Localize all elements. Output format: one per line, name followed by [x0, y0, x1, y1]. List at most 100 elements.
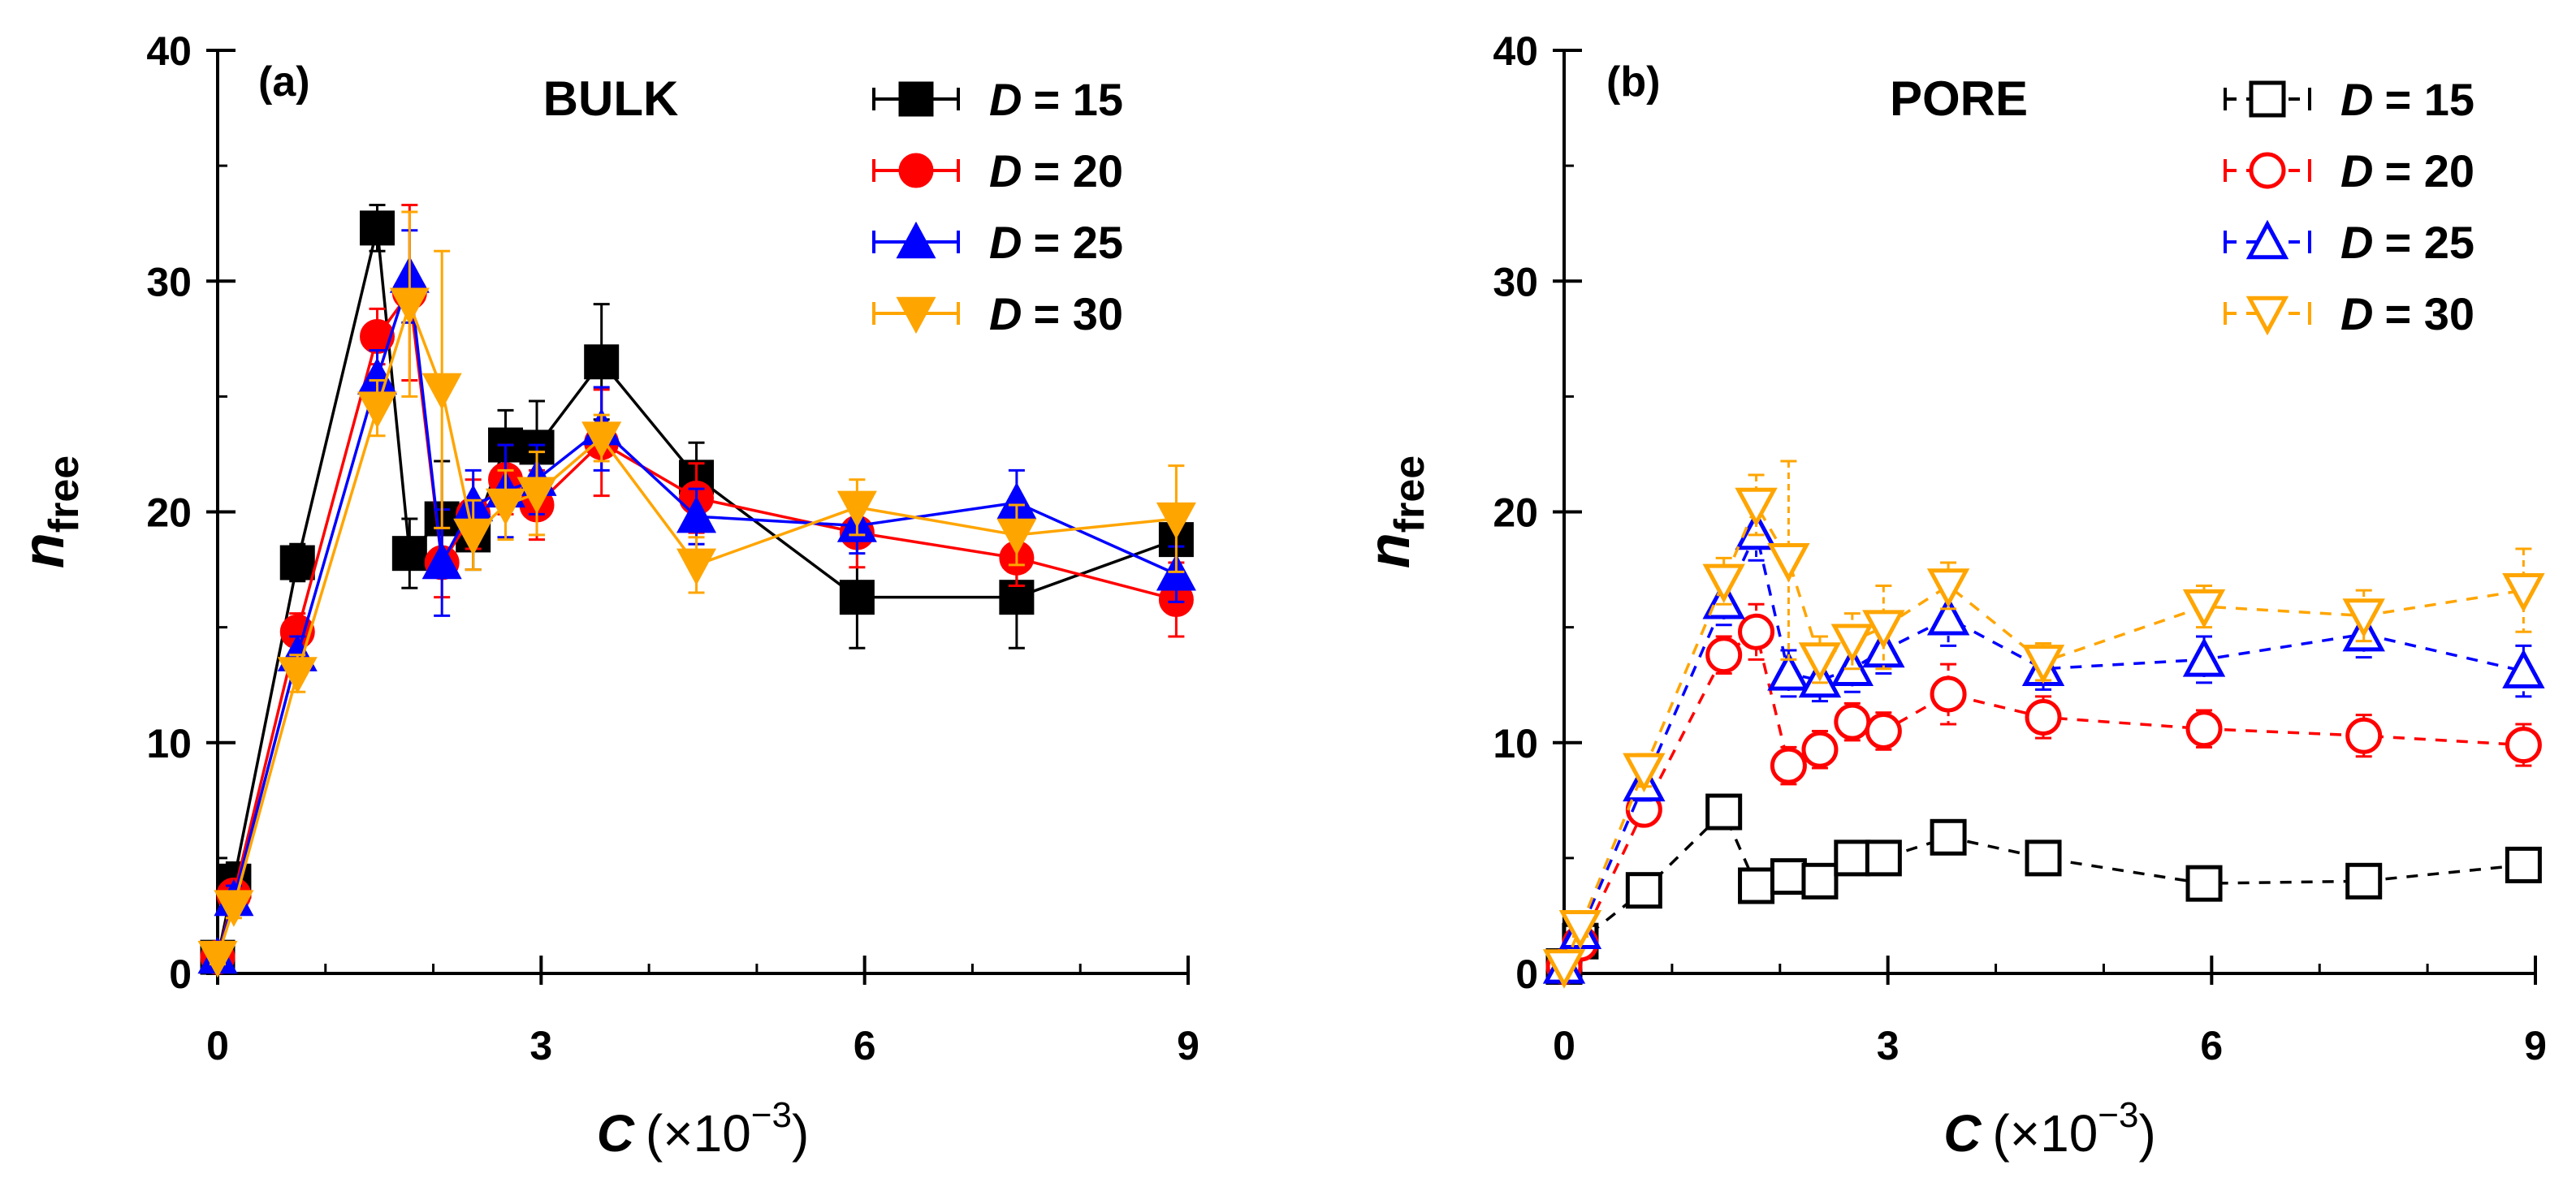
data-point [1558, 909, 1602, 950]
data-point [581, 421, 622, 459]
legend-label-var: D [989, 145, 1022, 196]
data-point [421, 542, 462, 580]
data-point [2345, 862, 2383, 900]
data-point [1926, 595, 1970, 636]
data-point [1926, 568, 1970, 608]
data-point [1735, 487, 1778, 528]
data-point [2345, 717, 2383, 754]
error-bar [1940, 662, 1957, 726]
data-point [360, 318, 395, 354]
legend-marker [2249, 152, 2286, 189]
panel-label: (b) [1606, 58, 1660, 106]
data-point [836, 490, 877, 528]
data-point [2182, 589, 2226, 629]
data-point [277, 657, 318, 694]
series-line [216, 300, 1177, 958]
legend-label-value: = 30 [1033, 288, 1123, 339]
legend-label-var: D [2340, 217, 2373, 268]
data-point [1738, 613, 1775, 650]
error-bar [2515, 547, 2532, 633]
y-axis-title: nfree [1357, 455, 1433, 568]
legend-label-var: D [989, 74, 1022, 125]
y-axis-title: nfree [11, 455, 88, 568]
data-point [453, 518, 494, 556]
data-point [2185, 865, 2223, 902]
x-axis-title: C (×10−3) [597, 1095, 810, 1163]
legend-label: D = 30 [2340, 288, 2474, 339]
data-point [1702, 563, 1745, 604]
legend-item: D = 25 [872, 217, 1123, 268]
data-point [360, 210, 395, 246]
x-tick-label: 9 [1177, 1023, 1199, 1068]
legend-label-value: = 25 [2384, 217, 2474, 268]
data-point [1625, 872, 1662, 909]
legend-item: D = 30 [872, 288, 1123, 339]
legend-label: D = 30 [989, 288, 1123, 339]
legend-item: D = 30 [2224, 288, 2474, 339]
x-tick-label: 6 [854, 1023, 876, 1068]
legend-label: D = 15 [989, 74, 1123, 125]
data-point [1930, 675, 1967, 713]
series-d-30 [197, 210, 1196, 978]
data-point [1738, 867, 1775, 904]
data-point [516, 477, 557, 514]
data-point [1865, 839, 1902, 877]
x-axis-title-unit: (×10 [646, 1104, 751, 1163]
series-d-30 [1542, 460, 2545, 989]
data-point [486, 488, 526, 526]
legend-item: D = 15 [2224, 74, 2474, 125]
data-point [2021, 645, 2065, 684]
data-point [1830, 624, 1874, 663]
legend-marker [898, 153, 934, 188]
y-tick-label: 0 [169, 952, 192, 997]
x-tick-label: 3 [529, 1023, 552, 1068]
data-point [2185, 710, 2223, 748]
y-tick-label: 30 [146, 259, 192, 304]
data-point [1623, 753, 1666, 793]
data-point [2025, 698, 2062, 736]
x-tick-label: 6 [2200, 1023, 2223, 1068]
series-line [1562, 528, 2524, 968]
legend-item: D = 25 [2224, 217, 2474, 268]
legend-marker [898, 81, 934, 117]
legend-label-var: D [2340, 145, 2373, 196]
y-axis-title-subscript: free [41, 455, 88, 533]
panel-title: BULK [543, 71, 679, 126]
legend-label: D = 25 [989, 217, 1123, 268]
data-point [2505, 846, 2542, 883]
x-axis-title-close: ) [792, 1104, 809, 1163]
y-axis-title-subscript: free [1386, 455, 1433, 533]
data-point [1542, 949, 1586, 989]
x-tick-label: 0 [1553, 1023, 1575, 1068]
y-tick-label: 20 [146, 490, 192, 536]
data-point [1156, 502, 1196, 540]
x-axis-title-close: ) [2138, 1104, 2155, 1163]
panel-label: (a) [258, 58, 310, 106]
data-point [279, 545, 315, 580]
x-axis-title: C (×10−3) [1943, 1095, 2156, 1163]
data-point [1801, 862, 1839, 900]
legend-label-value: = 30 [2384, 288, 2474, 339]
x-tick-label: 9 [2524, 1023, 2547, 1068]
data-point [197, 940, 238, 978]
legend-marker [896, 221, 936, 259]
data-point [357, 391, 398, 429]
series-d-15 [1545, 793, 2542, 985]
legend-marker [2249, 80, 2286, 118]
data-point [1865, 713, 1902, 750]
data-point [1705, 793, 1743, 831]
data-point [2502, 649, 2545, 688]
data-point [2502, 572, 2545, 613]
data-point [1834, 703, 1871, 740]
x-tick-label: 0 [206, 1023, 229, 1068]
data-point [676, 548, 717, 586]
legend-label: D = 15 [2340, 74, 2474, 125]
legend-label: D = 20 [989, 145, 1123, 196]
data-point [1735, 510, 1778, 550]
legend-label: D = 20 [2340, 145, 2474, 196]
y-tick-label: 40 [1493, 28, 1538, 74]
data-point [2025, 839, 2062, 877]
series-line [216, 276, 1178, 958]
y-axis-title-var: n [1357, 533, 1422, 568]
